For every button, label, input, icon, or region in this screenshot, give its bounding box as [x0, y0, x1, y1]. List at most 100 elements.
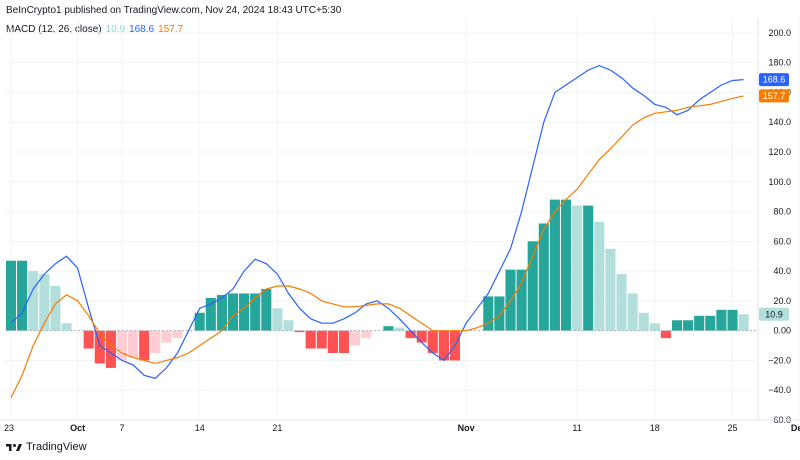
histogram-bar	[161, 330, 172, 343]
histogram-bar	[239, 293, 250, 331]
y-tick-label: 80.0	[773, 207, 791, 217]
histogram-bar	[483, 296, 494, 331]
x-tick-label: 14	[195, 423, 205, 433]
y-tick-label: −40.0	[768, 385, 791, 395]
signal-price-badge-text: 157.7	[763, 91, 786, 101]
x-tick-label: 7	[119, 423, 124, 433]
histogram-bar	[216, 294, 227, 331]
histogram-bars	[5, 199, 749, 368]
footer-brand[interactable]: TradingView	[6, 441, 87, 453]
histogram-price-badge-text: 10.9	[765, 309, 783, 319]
histogram-bar	[560, 199, 572, 331]
histogram-bar	[94, 330, 105, 364]
x-tick-label: Nov	[458, 423, 475, 433]
histogram-bar	[172, 330, 183, 339]
x-tick-label: Dec	[791, 423, 800, 433]
histogram-bar	[61, 323, 72, 331]
histogram-bar	[39, 274, 50, 331]
histogram-bar	[716, 309, 727, 331]
histogram-bar	[705, 315, 716, 331]
macd-price-badge-bg	[759, 73, 789, 87]
histogram-bar	[627, 293, 638, 331]
histogram-bar	[150, 330, 161, 353]
histogram-bar	[316, 330, 327, 349]
histogram-price-badge-bg	[759, 307, 789, 321]
signal-price-badge-bg	[759, 89, 789, 103]
histogram-bar	[638, 312, 649, 331]
histogram-bar	[327, 330, 338, 353]
x-tick-label: Oct	[70, 423, 85, 433]
histogram-bar	[416, 330, 427, 343]
y-tick-label: −20.0	[768, 355, 791, 365]
histogram-bar	[227, 293, 239, 331]
histogram-bar	[283, 320, 294, 331]
price-badges: 168.6 157.7 10.9	[759, 73, 789, 321]
histogram-bar	[261, 288, 272, 331]
histogram-bar	[28, 271, 39, 331]
macd-price-badge[interactable]: 168.6	[759, 73, 789, 87]
histogram-value: 10.9	[105, 24, 126, 35]
series-lines	[10, 64, 744, 398]
histogram-bar	[605, 248, 616, 331]
y-tick-label: 0.00	[773, 326, 791, 336]
indicator-legend[interactable]: MACD (12, 26, close) 10.9 168.6 157.7	[6, 24, 183, 35]
y-tick-label: 180.0	[768, 58, 791, 68]
histogram-bar	[139, 330, 150, 361]
y-tick-label: 200.0	[768, 28, 791, 38]
histogram-bar	[572, 205, 583, 331]
histogram-bar	[527, 241, 538, 331]
histogram-price-badge[interactable]: 10.9	[759, 307, 789, 321]
histogram-bar	[694, 315, 705, 331]
histogram-bar	[194, 312, 205, 331]
signal-value: 157.7	[158, 24, 184, 35]
signal-line	[10, 95, 744, 398]
y-tick-label: 120.0	[768, 147, 791, 157]
tradingview-logo-icon	[6, 444, 22, 451]
histogram-bar	[649, 323, 660, 331]
histogram-bar	[338, 330, 350, 353]
histogram-bar	[738, 314, 749, 331]
histogram-bar	[116, 330, 128, 361]
x-tick-label: 23	[4, 423, 14, 433]
histogram-bar	[250, 293, 261, 331]
histogram-bar	[616, 274, 627, 331]
histogram-bar	[405, 330, 416, 339]
histogram-bar	[438, 330, 449, 361]
histogram-bar	[5, 260, 17, 331]
histogram-bar	[394, 327, 405, 331]
macd-value: 168.6	[129, 24, 155, 35]
histogram-bar	[594, 221, 605, 331]
histogram-bar	[660, 330, 671, 339]
y-tick-label: 60.0	[773, 236, 791, 246]
y-tick-label: 140.0	[768, 117, 791, 127]
publish-info: BeInCrypto1 published on TradingView.com…	[6, 5, 342, 16]
histogram-bar	[128, 330, 139, 358]
histogram-bar	[583, 205, 594, 331]
signal-price-badge[interactable]: 157.7	[759, 89, 789, 103]
histogram-bar	[671, 320, 683, 331]
x-axis: 23 Oct 7 14 21 Nov 11 18 25 Dec	[0, 419, 800, 433]
histogram-bar	[305, 330, 316, 349]
histogram-bar	[294, 330, 305, 333]
x-tick-label: 11	[572, 423, 581, 433]
macd-line	[10, 64, 744, 379]
histogram-bar	[350, 330, 361, 346]
x-tick-label: 21	[272, 423, 282, 433]
histogram-bar	[549, 199, 560, 331]
x-tick-label: 18	[650, 423, 660, 433]
y-tick-label: 100.0	[768, 177, 791, 187]
histogram-bar	[516, 269, 527, 331]
macd-price-badge-text: 168.6	[763, 75, 786, 85]
histogram-bar	[494, 296, 505, 331]
y-tick-label: 40.0	[773, 266, 791, 276]
histogram-bar	[50, 286, 61, 331]
x-tick-label: 25	[727, 423, 737, 433]
histogram-bar	[683, 320, 694, 331]
histogram-bar	[205, 297, 216, 331]
histogram-bar	[17, 260, 28, 331]
histogram-bar	[727, 309, 738, 331]
y-tick-label: 20.0	[773, 296, 791, 306]
indicator-name: MACD (12, 26, close)	[6, 24, 102, 35]
chart-grid	[6, 18, 800, 421]
